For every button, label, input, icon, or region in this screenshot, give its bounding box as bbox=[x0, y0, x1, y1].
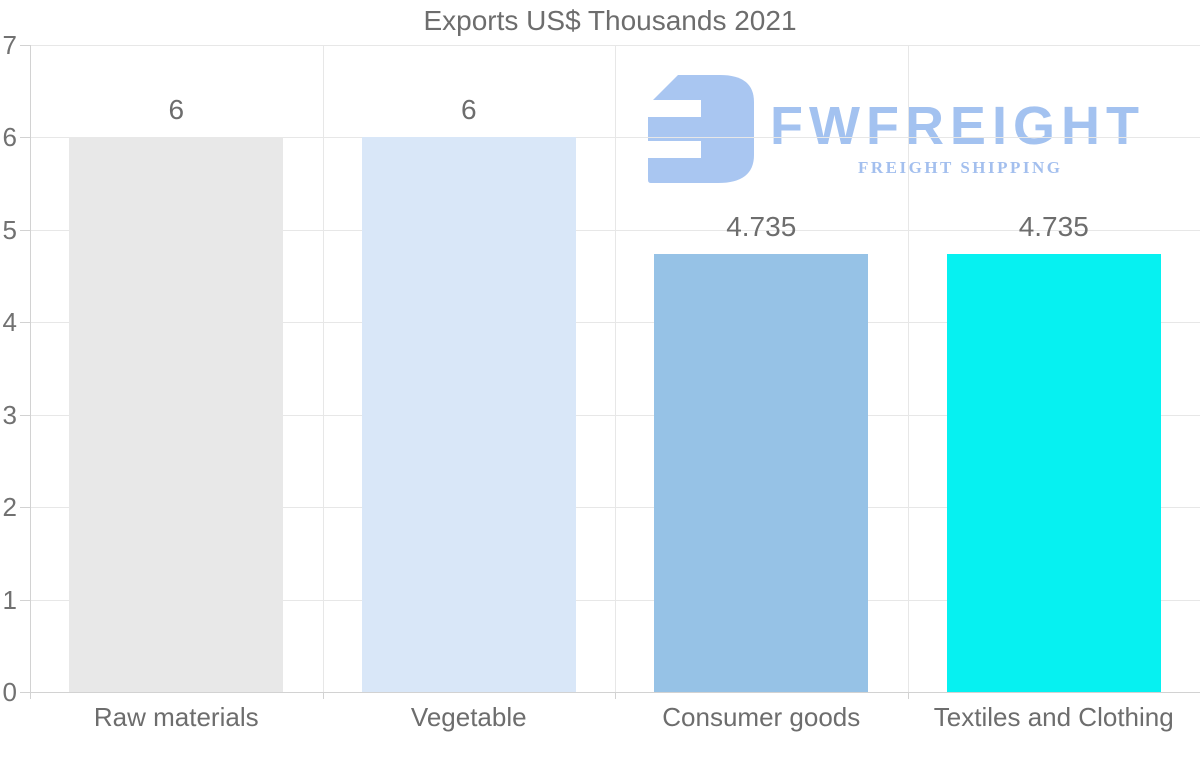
x-axis-tick bbox=[322, 692, 324, 699]
y-axis-label: 0 bbox=[2, 677, 17, 707]
y-axis-label: 7 bbox=[2, 30, 17, 60]
x-axis-category-label: Raw materials bbox=[93, 702, 259, 732]
y-axis-label: 6 bbox=[2, 122, 17, 153]
bar-vegetable bbox=[361, 137, 576, 692]
bar-value-label: 6 bbox=[460, 94, 477, 126]
y-axis-label: 5 bbox=[2, 214, 17, 245]
y-axis-label: 3 bbox=[2, 399, 17, 430]
y-axis-label: 4 bbox=[2, 307, 17, 338]
y-axis-line bbox=[30, 45, 31, 699]
watermark-brand-text: FWFREIGHT bbox=[770, 96, 1145, 156]
x-axis-category-label: Consumer goods bbox=[662, 702, 861, 732]
bar-consumer-goods bbox=[654, 254, 869, 692]
y-axis-tick bbox=[20, 45, 30, 46]
y-axis-tick bbox=[20, 507, 30, 509]
gridline-vertical bbox=[907, 45, 909, 692]
fwfreight-logo-icon bbox=[648, 75, 754, 183]
bar-raw-materials bbox=[69, 137, 284, 692]
y-axis-tick bbox=[20, 414, 30, 416]
bar-value-label: 4.735 bbox=[1018, 211, 1089, 243]
y-axis-label: 2 bbox=[2, 492, 17, 523]
y-axis-tick bbox=[20, 692, 30, 693]
y-axis-tick bbox=[20, 137, 30, 139]
gridline-vertical bbox=[322, 45, 324, 692]
watermark-logo: FWFREIGHT FREIGHT SHIPPING bbox=[648, 75, 1148, 185]
x-axis-category-label: Vegetable bbox=[410, 702, 527, 732]
bar-value-label: 6 bbox=[168, 94, 185, 126]
chart-title: Exports US$ Thousands 2021 bbox=[423, 5, 797, 36]
y-axis-tick bbox=[20, 322, 30, 324]
gridline-vertical bbox=[615, 45, 616, 692]
x-axis-category-label: Textiles and Clothing bbox=[933, 702, 1174, 732]
bar-value-label: 4.735 bbox=[726, 211, 797, 243]
x-axis-tick bbox=[615, 692, 616, 699]
watermark-tagline-text: FREIGHT SHIPPING bbox=[858, 158, 1063, 177]
x-axis-tick bbox=[907, 692, 909, 699]
bar-textiles-and-clothing bbox=[946, 254, 1161, 692]
y-axis-tick bbox=[20, 229, 30, 231]
y-axis-label: 1 bbox=[2, 584, 17, 615]
y-axis-tick bbox=[20, 599, 30, 601]
